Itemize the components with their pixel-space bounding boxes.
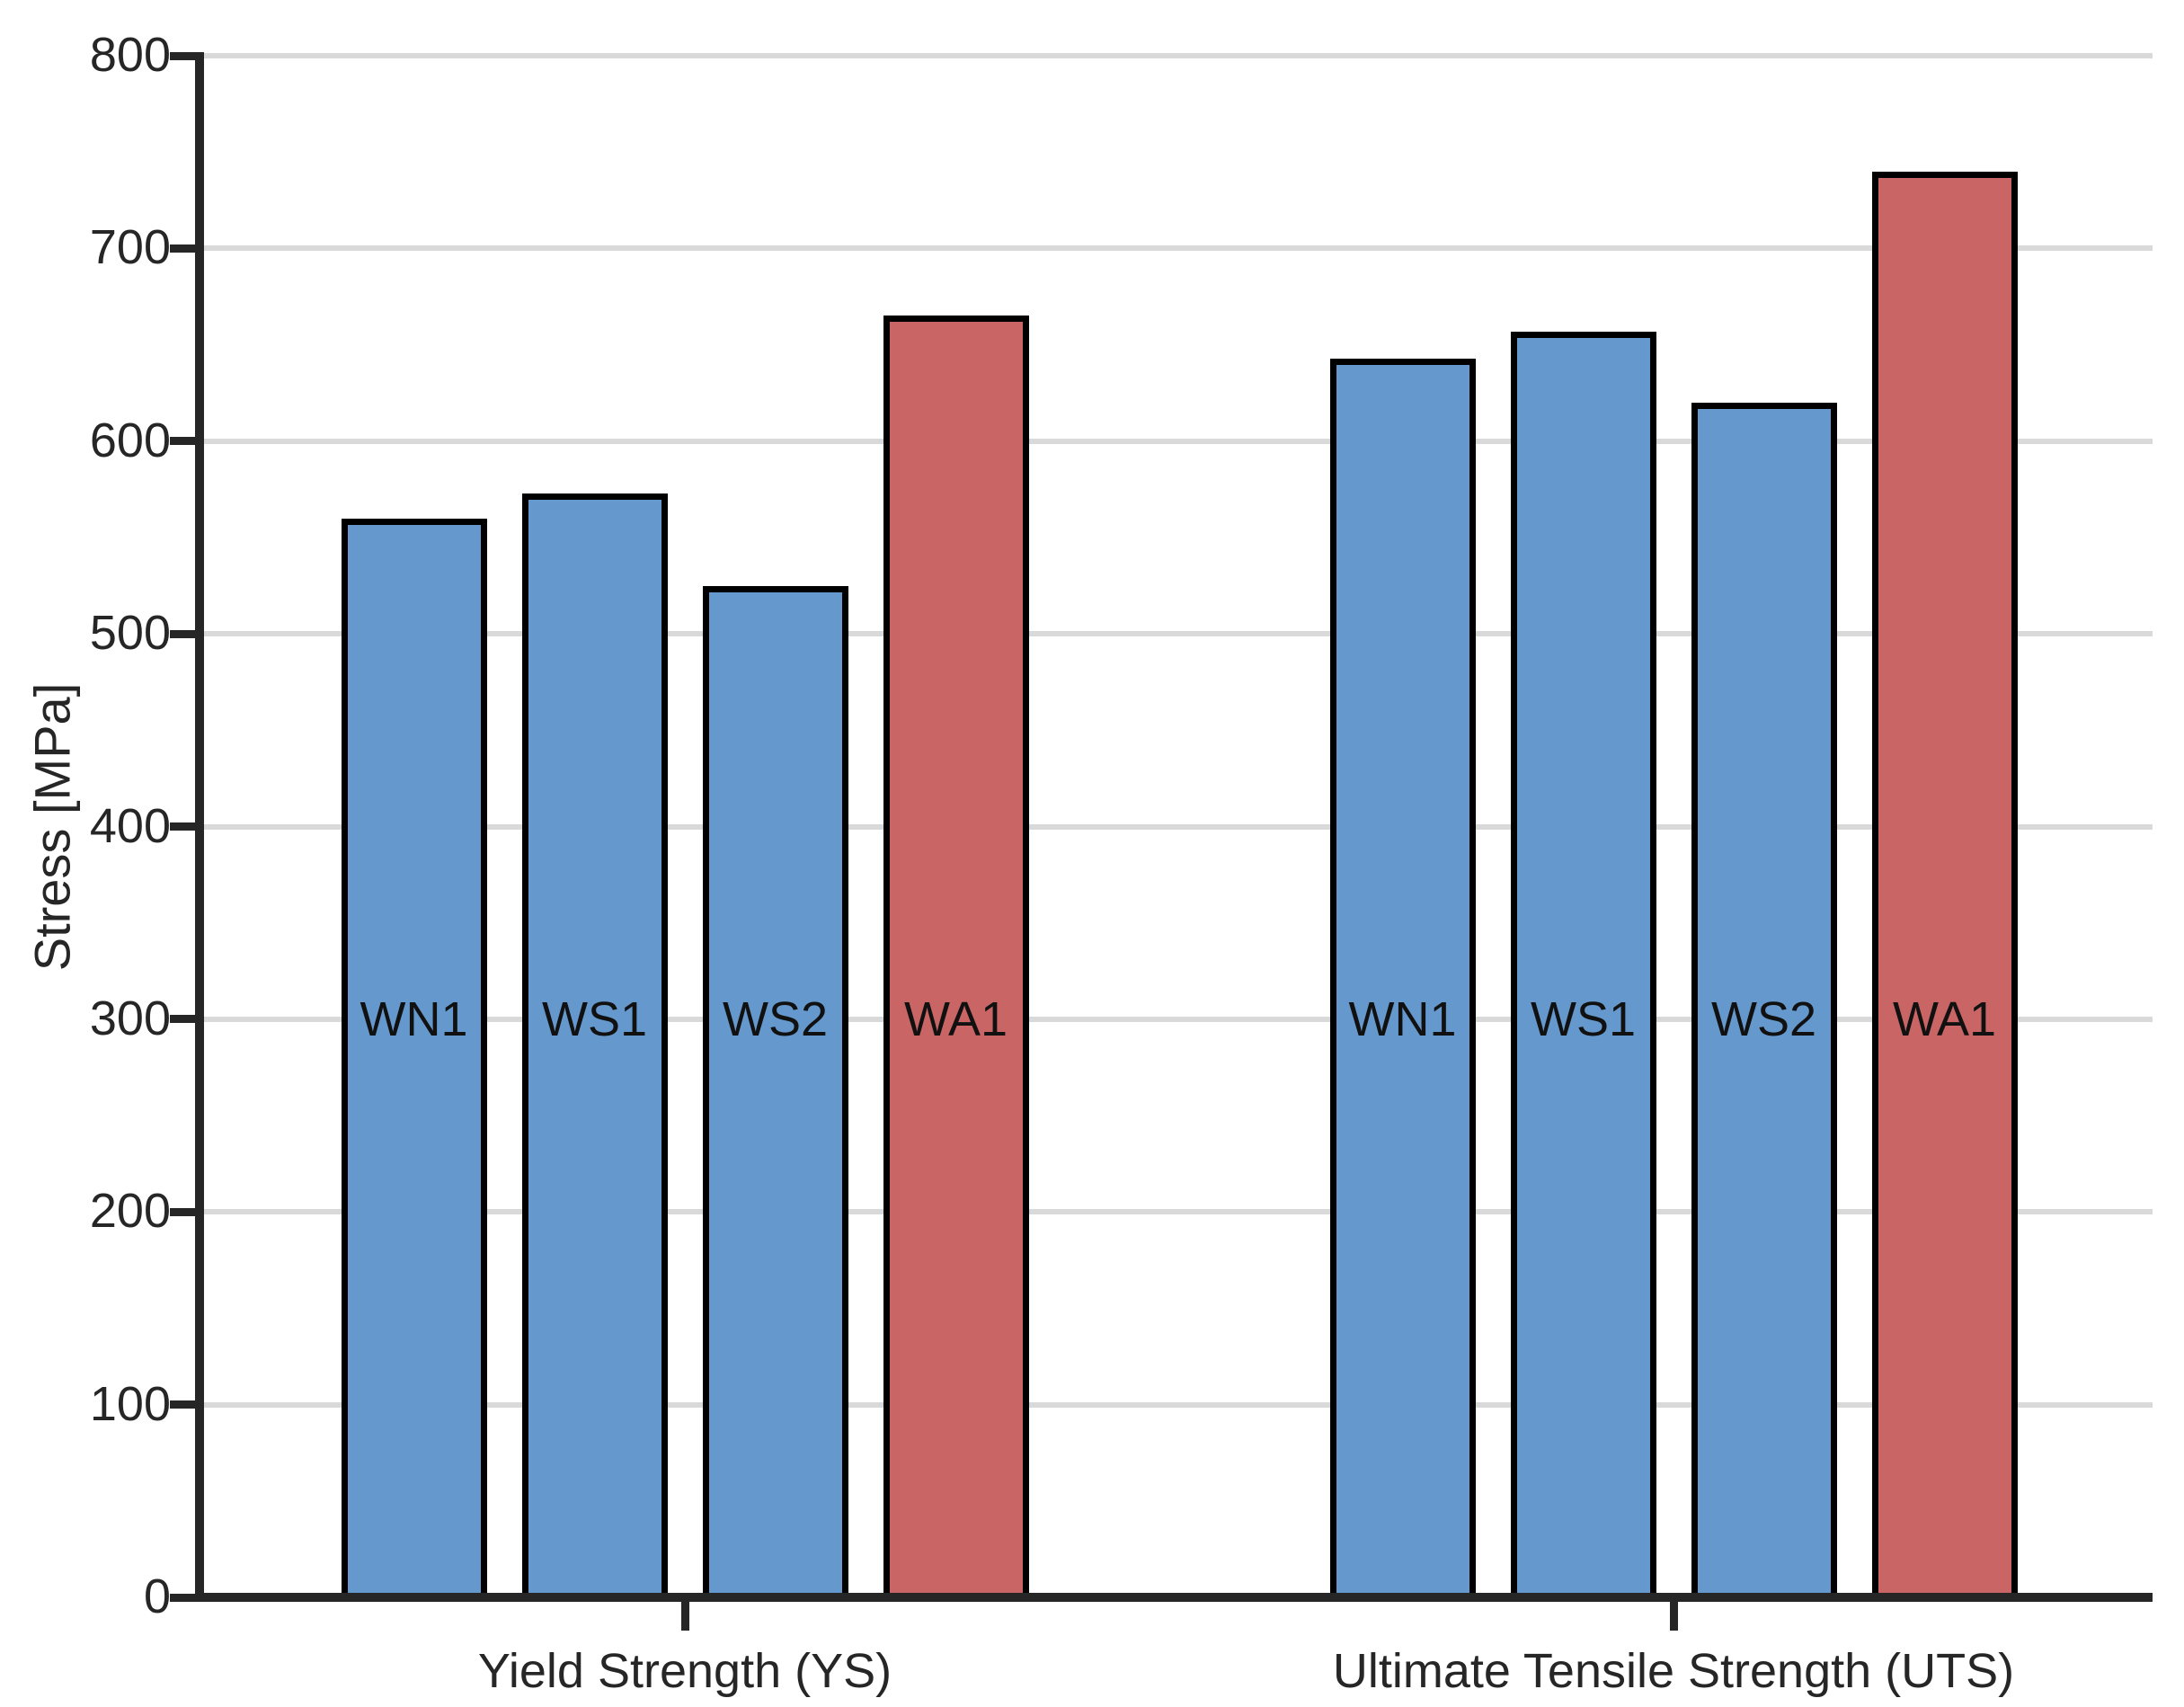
bar-label-wn1-group1: WN1 [360, 991, 468, 1046]
gridline [200, 1209, 2153, 1215]
gridline [200, 823, 2153, 830]
bar-ws1-group2 [1510, 331, 1656, 1601]
y-tick-label: 200 [89, 1184, 171, 1239]
x-axis-spine [195, 1593, 2153, 1602]
y-tick-label: 700 [89, 220, 171, 275]
y-tick [170, 244, 195, 253]
y-tick [170, 1015, 195, 1024]
gridline [200, 53, 2153, 58]
bar-ws2-group2 [1691, 402, 1837, 1601]
bar-label-wa1-group2: WA1 [1892, 991, 1997, 1046]
y-tick-label: 0 [143, 1569, 171, 1623]
bar-ws1-group1 [521, 493, 668, 1601]
bar-label-ws1-group1: WS1 [541, 991, 648, 1046]
y-tick-label: 500 [89, 605, 171, 660]
y-axis-spine [195, 52, 204, 1602]
x-category-label-2: Ultimate Tensile Strength (UTS) [1332, 1644, 2015, 1698]
y-tick [170, 51, 195, 60]
bar-label-ws2-group1: WS2 [722, 991, 829, 1046]
bar-wa1-group1 [883, 316, 1029, 1601]
y-tick-label: 300 [89, 991, 171, 1045]
y-tick [170, 1400, 195, 1409]
y-tick-label: 400 [89, 798, 171, 853]
y-tick [170, 822, 195, 831]
bar-label-ws1-group2: WS1 [1530, 991, 1637, 1046]
bar-label-wa1-group1: WA1 [903, 991, 1008, 1046]
gridline [200, 1401, 2153, 1408]
gridline [200, 1016, 2153, 1022]
bar-wn1-group1 [341, 518, 487, 1601]
y-tick [170, 1207, 195, 1216]
bar-label-ws2-group2: WS2 [1710, 991, 1817, 1046]
gridline [200, 631, 2153, 637]
y-tick [170, 629, 195, 638]
x-tick [1669, 1602, 1678, 1631]
y-tick [170, 1593, 195, 1602]
y-tick-label: 100 [89, 1376, 171, 1431]
bar-wn1-group2 [1329, 358, 1476, 1601]
gridline [200, 245, 2153, 252]
bar-wa1-group2 [1871, 171, 2018, 1601]
bar-label-wn1-group2: WN1 [1348, 991, 1457, 1046]
y-tick-label: 600 [89, 413, 171, 467]
y-tick-label: 800 [89, 27, 171, 82]
y-tick [170, 437, 195, 446]
bar-ws2-group1 [702, 585, 848, 1601]
gridline [200, 438, 2153, 444]
x-tick [680, 1602, 689, 1631]
x-category-label-1: Yield Strength (YS) [477, 1644, 892, 1698]
